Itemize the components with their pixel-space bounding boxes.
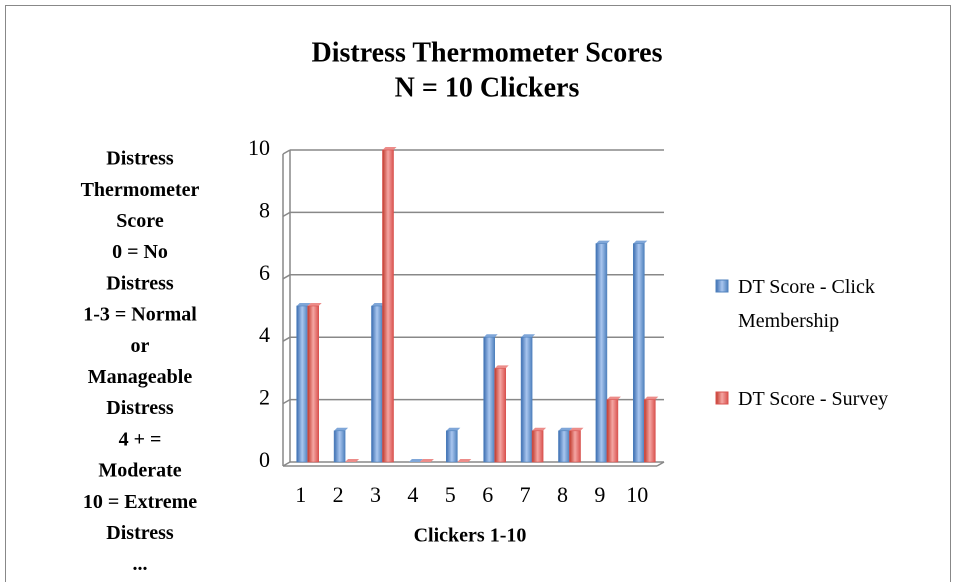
y-axis-label: Moderate — [98, 460, 181, 482]
x-tick-label: 5 — [445, 482, 456, 507]
bar-top — [595, 240, 610, 244]
y-axis-label: Manageable — [88, 366, 193, 388]
x-tick-label: 3 — [370, 482, 381, 507]
bar-top — [334, 427, 349, 431]
chart-subtitle: N = 10 Clickers — [395, 72, 580, 103]
grid-line — [282, 274, 291, 280]
bar-top — [382, 147, 397, 150]
y-axis-label: Distress — [106, 522, 174, 544]
y-tick-label: 0 — [259, 447, 270, 472]
bar-top — [345, 459, 360, 462]
bar — [531, 430, 544, 463]
grid-line — [282, 149, 291, 155]
y-axis-label: or — [131, 335, 150, 357]
bar-top — [558, 427, 573, 431]
bar — [483, 336, 496, 463]
y-axis-label: 10 = Extreme — [83, 491, 197, 513]
bar — [371, 305, 383, 463]
bar-top — [494, 365, 509, 369]
legend-swatch — [715, 391, 729, 405]
y-axis-label: Distress — [106, 272, 174, 294]
bar — [569, 430, 581, 463]
bar — [445, 430, 458, 463]
x-tick-label: 1 — [295, 482, 306, 507]
x-tick-label: 4 — [407, 482, 418, 507]
frame — [5, 5, 951, 582]
bar-top — [633, 240, 648, 244]
y-axis-label: ... — [133, 553, 148, 575]
bar — [643, 399, 656, 463]
bar-top — [446, 427, 461, 431]
x-axis-label: Clickers 1-10 — [414, 525, 527, 547]
bar-top — [296, 303, 311, 306]
grid-line — [282, 336, 291, 342]
bar — [558, 430, 570, 463]
bar — [520, 336, 533, 463]
bar-top — [532, 427, 547, 431]
bar-top — [457, 459, 472, 462]
bar-top — [419, 459, 434, 462]
bar — [632, 243, 645, 463]
bar — [307, 305, 320, 463]
y-axis-label: 1-3 = Normal — [83, 304, 197, 326]
bar-top — [606, 396, 621, 400]
y-axis-label: Score — [116, 210, 164, 232]
y-tick-label: 6 — [259, 260, 270, 285]
floor-side — [656, 461, 665, 467]
bar-top — [483, 334, 498, 338]
bar-top — [644, 396, 659, 400]
legend-label: DT Score - Click Membership — [738, 276, 875, 332]
x-tick-label: 6 — [482, 482, 493, 507]
x-tick-label: 10 — [626, 482, 648, 507]
bar — [296, 305, 309, 463]
bar — [494, 368, 507, 463]
x-tick-label: 7 — [520, 482, 531, 507]
legend-label: DT Score - Survey — [738, 388, 889, 410]
chart-title: Distress Thermometer Scores — [312, 37, 663, 68]
y-tick-label: 4 — [259, 322, 270, 347]
y-tick-label: 2 — [259, 385, 270, 410]
bar-top — [408, 459, 423, 462]
bar — [606, 399, 619, 463]
bar — [382, 149, 394, 463]
y-tick-label: 8 — [259, 197, 270, 222]
x-tick-label: 8 — [557, 482, 568, 507]
bar — [595, 243, 608, 463]
bar-top — [371, 303, 386, 306]
y-axis-label: Distress — [106, 148, 174, 170]
x-tick-label: 9 — [594, 482, 605, 507]
bar-top — [521, 334, 536, 338]
bar — [333, 430, 346, 463]
legend-swatch — [715, 279, 729, 293]
y-tick-label: 10 — [248, 135, 270, 160]
x-tick-label: 2 — [333, 482, 344, 507]
y-axis-label: Distress — [106, 397, 174, 419]
grid-line — [282, 211, 291, 218]
bar-top — [307, 303, 322, 306]
y-axis-label: 4 + = — [119, 428, 162, 450]
y-axis-label: Thermometer — [81, 179, 200, 201]
grid-line — [282, 398, 291, 405]
y-axis-label: 0 = No — [112, 241, 168, 263]
bar-top — [569, 427, 584, 431]
